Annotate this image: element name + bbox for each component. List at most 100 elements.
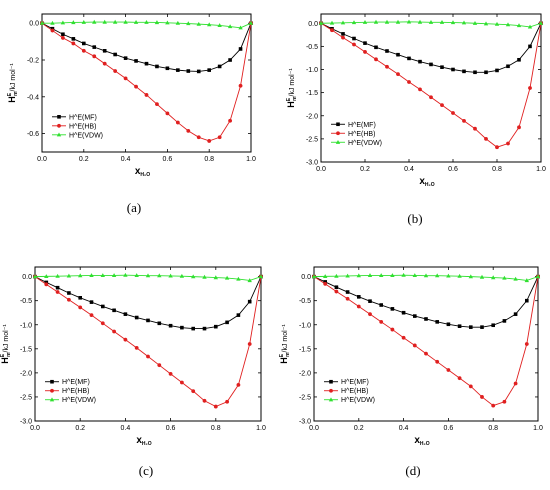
data-point: [390, 273, 395, 278]
x-axis-label-main: x: [136, 435, 142, 446]
x-tick-label: 0.6: [448, 166, 458, 173]
y-tick-label: -0.4: [27, 94, 39, 101]
data-point: [102, 19, 107, 24]
data-point: [457, 376, 462, 381]
data-point: [407, 80, 411, 84]
data-point: [60, 20, 66, 25]
data-point: [50, 28, 55, 33]
legend-entry: H^E(VDW): [62, 397, 96, 404]
data-point: [390, 327, 395, 332]
data-point: [401, 310, 406, 315]
y-tick-label: 0.0: [29, 21, 39, 28]
data-point: [480, 395, 484, 399]
data-point: [92, 45, 97, 49]
data-point: [341, 32, 345, 36]
data-point: [100, 273, 105, 278]
plot-frame: [320, 13, 542, 163]
data-point: [123, 337, 128, 342]
data-point: [228, 118, 233, 123]
y-axis-label-unit: /kJ mol⁻¹: [3, 324, 10, 353]
data-point: [334, 289, 339, 294]
data-point: [113, 52, 117, 57]
data-point: [196, 21, 201, 26]
data-point: [491, 403, 496, 408]
x-tick-label: 0.0: [309, 425, 319, 432]
data-point: [340, 20, 346, 25]
data-point: [92, 54, 97, 59]
data-point: [345, 290, 350, 294]
data-point: [334, 285, 339, 290]
data-point: [494, 21, 500, 26]
data-point: [71, 37, 76, 41]
data-point: [435, 320, 439, 324]
x-tick-label: 0.0: [37, 156, 47, 163]
data-point: [418, 87, 422, 92]
data-point: [396, 72, 400, 77]
panel-caption: (b): [407, 211, 422, 226]
y-tick-label: -2.0: [20, 370, 32, 377]
x-tick-label: 1.0: [246, 156, 256, 163]
data-point: [356, 273, 361, 278]
data-point: [134, 84, 138, 89]
data-point: [513, 381, 518, 386]
legend-marker: [335, 139, 341, 144]
data-point: [123, 312, 128, 316]
data-point: [323, 274, 328, 278]
x-tick-label: 0.8: [204, 156, 214, 163]
data-point: [186, 69, 191, 73]
x-axis-label-main: x: [419, 176, 425, 187]
data-point: [469, 325, 473, 329]
x-tick-label: 0.0: [30, 425, 40, 432]
data-point: [102, 61, 107, 66]
data-point: [196, 69, 201, 74]
data-point: [538, 20, 544, 25]
y-axis-label-main: H: [0, 357, 10, 364]
data-point: [528, 44, 532, 49]
x-tick-label: 0.8: [488, 425, 498, 432]
plot-frame: [313, 266, 539, 422]
legend-entry: H^E(VDW): [69, 132, 103, 139]
y-axis-label-unit: /kJ mol⁻¹: [10, 63, 17, 92]
data-point: [176, 68, 180, 72]
x-tick-label: 0.6: [166, 425, 176, 432]
data-point: [207, 68, 211, 72]
data-point: [412, 273, 417, 278]
data-point: [238, 83, 243, 88]
data-point: [379, 273, 384, 278]
data-point: [480, 325, 484, 329]
x-tick-label: 1.0: [256, 425, 266, 432]
legend-entry: H^E(MF): [341, 379, 369, 386]
data-point: [363, 41, 367, 45]
legend-marker: [57, 123, 61, 128]
chart-panel-d: 0.0 0.2 0.4 0.6 0.8 1.0 0.0 -0.5 -1.0 -1.5 -2.0 -2.…: [279, 266, 543, 478]
data-point: [323, 280, 327, 284]
y-tick-label: -1.0: [306, 67, 318, 74]
data-point: [435, 359, 440, 364]
x-axis-label-sub: H₂O: [425, 182, 435, 188]
legend-entry: H^E(MF): [348, 122, 376, 129]
data-point: [525, 298, 529, 303]
data-point: [362, 20, 368, 24]
plot-frame: [41, 13, 252, 153]
data-point: [123, 56, 128, 60]
y-tick-label: -1.5: [20, 346, 32, 353]
data-point: [157, 363, 162, 368]
data-point: [528, 86, 532, 90]
data-point: [517, 57, 521, 62]
legend: H^E(MF) H^E(HB) H^E(VDW): [45, 379, 96, 404]
data-point: [412, 343, 417, 348]
data-point: [451, 67, 455, 72]
data-point: [111, 273, 117, 278]
x-tick-label: 0.2: [79, 156, 89, 163]
data-point: [78, 296, 82, 300]
data-point: [473, 70, 477, 75]
x-tick-label: 1.0: [536, 166, 546, 173]
y-axis-label-sub: m: [292, 96, 298, 101]
legend-entry: H^E(HB): [69, 123, 96, 130]
data-point: [175, 120, 180, 125]
data-point: [363, 50, 367, 54]
panel-caption: (c): [139, 463, 153, 478]
data-point: [446, 322, 451, 327]
data-point: [191, 274, 196, 279]
data-point: [196, 135, 201, 140]
